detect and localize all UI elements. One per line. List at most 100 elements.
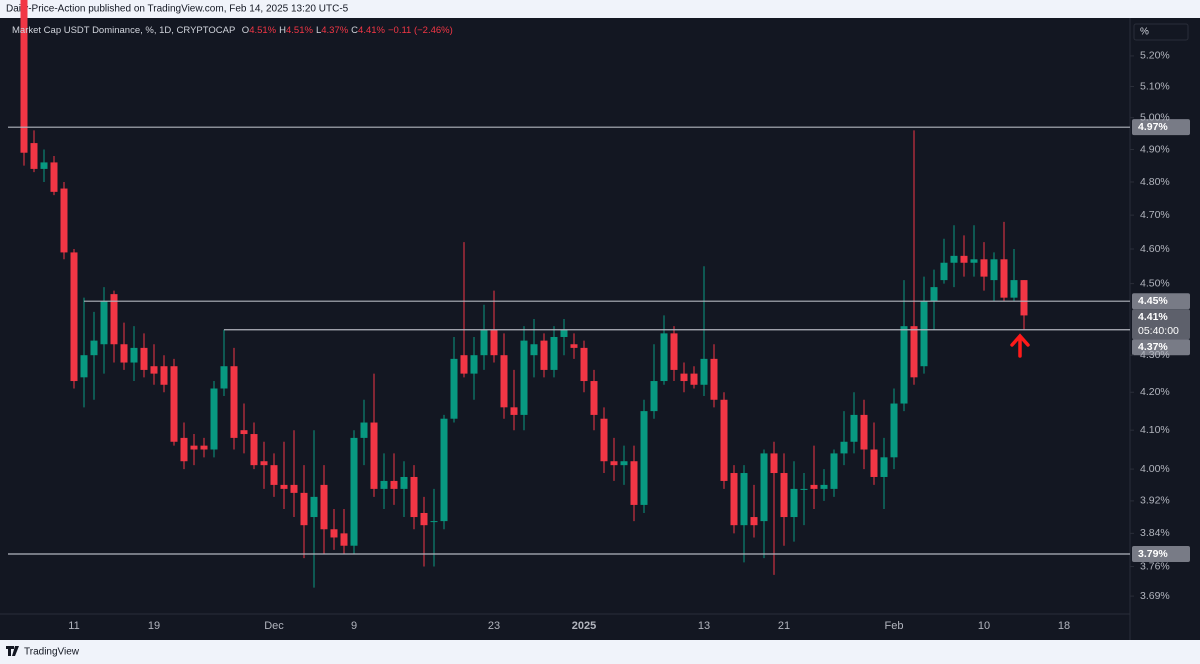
candle-body [880,457,888,477]
y-tick-label: 4.80% [1140,176,1170,188]
price-label-box [1132,293,1190,310]
candle-body [1010,280,1018,298]
candle-body [640,411,648,505]
candle-body [330,529,338,538]
level-label: 4.97% [1138,121,1168,133]
candle-body [890,403,898,458]
candle-body [450,358,458,419]
candle-body [670,333,678,370]
x-tick-label: 23 [488,620,500,632]
candle-body [510,407,518,415]
candle-body [260,461,268,466]
price-label-box [1132,546,1190,563]
candle-body [840,441,848,454]
plot-area [0,18,1130,640]
candle-body [480,329,488,356]
y-tick-label: 5.10% [1140,80,1170,92]
candle-body [1020,280,1028,316]
candle-body [310,496,318,518]
candle-body [520,340,528,415]
y-tick-label: 4.30% [1140,349,1170,361]
candle-body [270,465,278,485]
unit-label: % [1140,27,1149,38]
candle-body [900,326,908,404]
candle-body [280,484,288,489]
candle-body [700,358,708,385]
candle-body [560,329,568,337]
x-tick-label: 11 [68,620,79,632]
candle-body [550,336,558,370]
header-text: Daily-Price-Action published on TradingV… [6,4,349,15]
y-tick-label: 5.00% [1140,111,1170,123]
price-label-box [1132,119,1190,136]
x-tick-label: 10 [978,620,990,632]
candle-body [120,344,128,363]
legend-value: 4.51% [249,25,276,36]
candle-body [780,473,788,518]
candle-body [650,381,658,412]
candle-body [870,449,878,477]
candle-body [950,255,958,263]
candle-body [20,0,28,153]
candle-body [830,453,838,489]
candle-body [540,340,548,370]
candle-body [210,388,218,450]
candle-body [410,476,418,518]
candle-body [340,533,348,546]
candle-body [110,294,118,345]
y-tick-label: 3.92% [1140,495,1170,507]
legend-key: O [242,25,249,36]
legend-name: Market Cap USDT Dominance, %, 1D, CRYPTO… [12,25,235,36]
candle-body [420,512,428,526]
candle-body [610,461,618,466]
candle-body [740,473,748,526]
candle-body [30,143,38,169]
price-label-box [1132,339,1190,356]
unit-box[interactable] [1133,23,1189,41]
candle-body [100,301,108,345]
last-price-label: 4.41% [1138,311,1168,323]
y-tick-label: 4.00% [1140,463,1170,475]
candle-body [500,355,508,408]
countdown-label: 05:40:00 [1138,325,1179,337]
candle-body [530,344,538,356]
candle-body [40,162,48,169]
axes: 3.69% 3.76% 3.84% 3.92% 4.00% 4.10% 4.20% 4.30%… [68,50,1169,632]
y-tick-label: 4.70% [1140,209,1170,221]
candle-body [350,437,358,546]
candle-body [250,434,258,466]
candle-body [750,517,758,526]
legend-value: 4.41% [358,25,385,36]
candle-body [730,473,738,526]
footer-bar [0,640,1200,664]
candle-body [190,445,198,450]
candle-body [590,381,598,415]
candle-body [570,344,578,348]
y-tick-label: 5.20% [1140,50,1170,62]
candle-body [230,366,238,438]
candle-body [170,366,178,442]
candle-body [320,484,328,530]
candle-body [790,488,798,518]
level-label: 3.79% [1138,548,1168,560]
candle-body [920,301,928,367]
y-tick-label: 4.60% [1140,243,1170,255]
candle-body [70,252,78,382]
candle-body [620,461,628,466]
candle-body [390,480,398,489]
x-tick-label: Dec [264,620,284,632]
x-tick-label: 13 [698,620,710,632]
candle-body [490,329,498,356]
candle-body [370,422,378,489]
x-tick-label: 9 [351,620,357,632]
candle-body [770,453,778,474]
legend-key: L [316,25,321,36]
candle-body [580,347,588,382]
x-tick-label: 2025 [572,620,596,632]
level-label: 4.37% [1138,341,1168,353]
y-tick-label: 4.90% [1140,143,1170,155]
candle-body [90,340,98,356]
legend-key: C [351,25,358,36]
levels: 4.97% 4.45% 4.41% 05:40:00 4.37% 3.79% [8,119,1190,563]
